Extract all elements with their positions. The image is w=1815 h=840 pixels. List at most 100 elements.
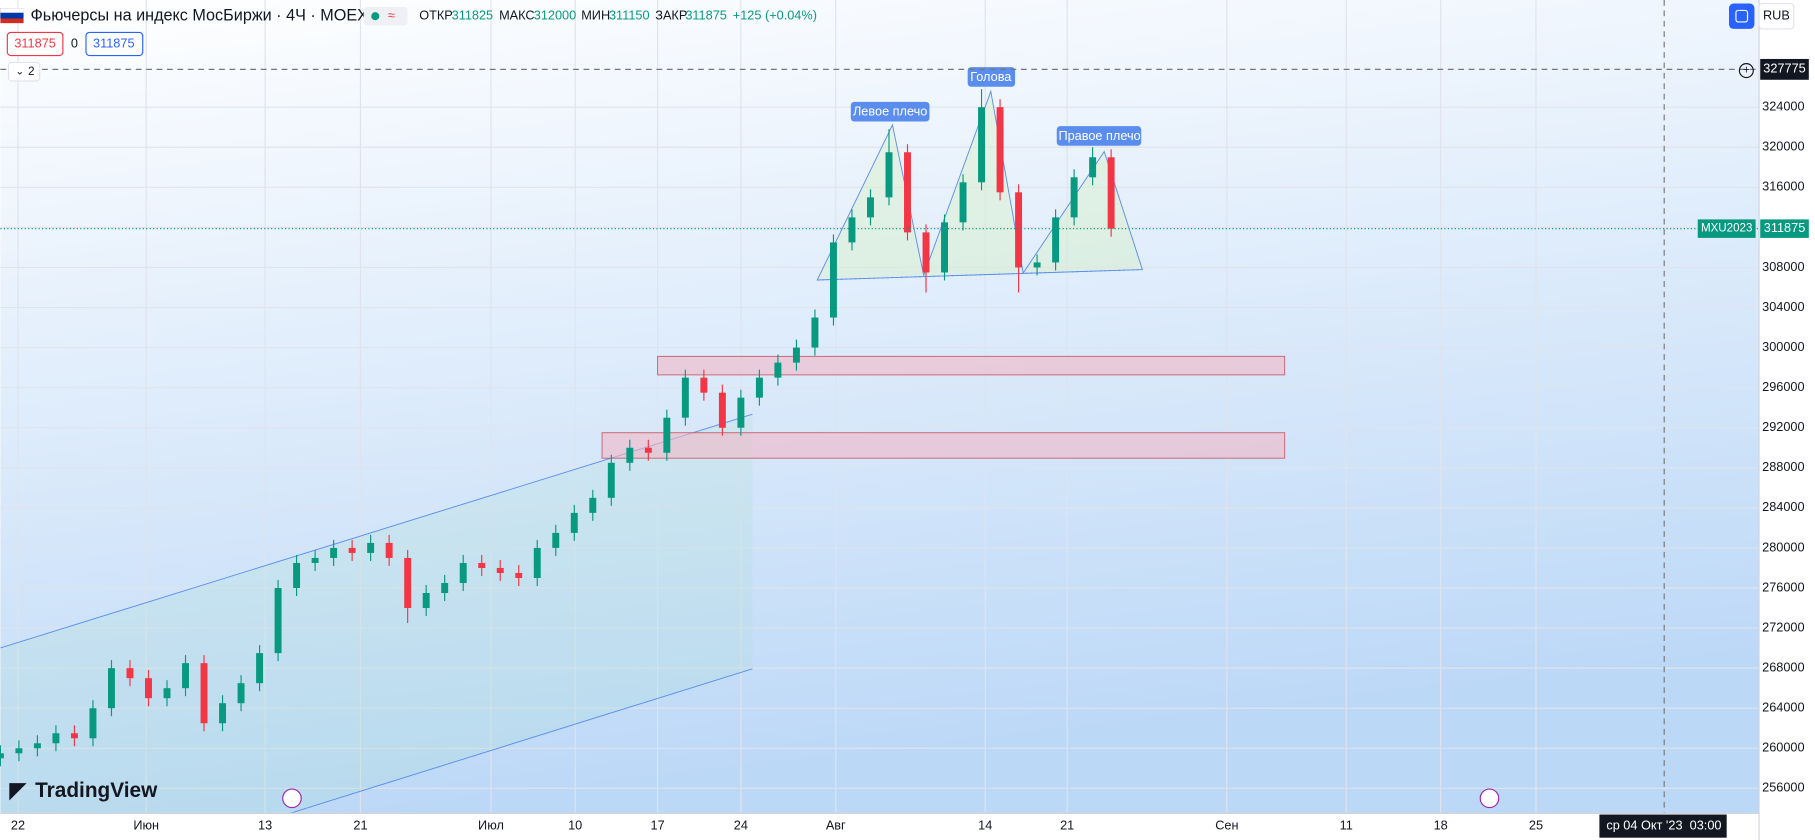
sell-button[interactable] bbox=[6, 31, 64, 57]
pattern bbox=[816, 89, 1144, 281]
x-tick-label: Июн bbox=[133, 817, 159, 832]
currency[interactable]: RUB bbox=[1763, 8, 1790, 23]
candles bbox=[0, 89, 1115, 767]
ohlc-value: 311875 bbox=[685, 8, 727, 23]
x-tick-label: 21 bbox=[353, 817, 367, 832]
cursor-price-bg bbox=[1760, 58, 1809, 80]
x-tick-label: 25 bbox=[1529, 817, 1543, 832]
candle-body bbox=[385, 542, 393, 558]
candle-body bbox=[570, 512, 578, 533]
candle-body bbox=[89, 708, 97, 739]
candle-body bbox=[1033, 262, 1041, 268]
x-tick-label: Авг bbox=[826, 817, 846, 832]
candle-body bbox=[904, 152, 911, 233]
candle-body bbox=[404, 557, 412, 609]
candle-body bbox=[792, 347, 800, 363]
candle-body bbox=[644, 447, 652, 453]
ohlc-label: МИН bbox=[581, 8, 610, 23]
candle-body bbox=[737, 397, 745, 428]
x-tick-label: 14 bbox=[978, 817, 992, 832]
add-button[interactable] bbox=[1738, 63, 1754, 79]
candle-body bbox=[718, 392, 726, 428]
flag bbox=[0, 8, 24, 13]
candle-body bbox=[607, 462, 615, 498]
indicators-count[interactable]: 2 bbox=[28, 66, 34, 78]
label-bg bbox=[967, 67, 1016, 87]
x-tick-label: 13 bbox=[258, 817, 272, 832]
flag bbox=[0, 8, 24, 19]
candle-body bbox=[163, 688, 171, 699]
cursor-date: ср 04 Окт '23 bbox=[1606, 817, 1682, 832]
candle-body bbox=[200, 663, 208, 724]
candle-body bbox=[774, 362, 782, 378]
candle-body bbox=[459, 562, 467, 583]
candle-body bbox=[829, 242, 837, 318]
x-tick-label: 18 bbox=[1434, 817, 1448, 832]
symbol-tag-bg bbox=[1697, 219, 1756, 238]
cursor-price: 327775 bbox=[1763, 61, 1805, 76]
candle-body bbox=[700, 377, 708, 393]
candle-body bbox=[1107, 157, 1115, 229]
candle-body bbox=[0, 753, 4, 759]
channel-fill bbox=[0, 414, 753, 814]
ohlc-value: 311825 bbox=[452, 8, 494, 23]
candle-body bbox=[330, 547, 338, 558]
sync-icon bbox=[1735, 9, 1749, 23]
sync-button[interactable] bbox=[1728, 3, 1755, 29]
buy-button[interactable] bbox=[85, 31, 144, 57]
logo-mark: ◤ bbox=[9, 779, 28, 802]
plot-background bbox=[0, 0, 1760, 814]
candle-body bbox=[941, 222, 948, 273]
y-tick-label: 304000 bbox=[1762, 299, 1804, 314]
x-tick-label: 17 bbox=[651, 817, 665, 832]
event-icon[interactable] bbox=[1479, 788, 1500, 809]
annotation: Голова bbox=[970, 69, 1012, 84]
y-tick-label: 324000 bbox=[1762, 99, 1804, 114]
y-tick-label: 256000 bbox=[1762, 780, 1804, 795]
status-dot bbox=[371, 12, 380, 21]
sell-price[interactable]: 311875 bbox=[14, 35, 56, 50]
change: +125 (+0.04%) bbox=[733, 8, 817, 23]
x-tick-label: 24 bbox=[734, 817, 748, 832]
y-tick-label: 320000 bbox=[1762, 139, 1804, 154]
symbol-tag: MXU2023 bbox=[1701, 223, 1752, 235]
candle-body bbox=[441, 582, 449, 594]
candle-body bbox=[52, 733, 60, 744]
buy-price[interactable]: 311875 bbox=[93, 35, 135, 50]
drawings bbox=[0, 0, 1665, 814]
currency-button[interactable] bbox=[1758, 2, 1795, 30]
y-tick-label: 268000 bbox=[1762, 659, 1804, 674]
ohlc-value: 311150 bbox=[609, 8, 650, 23]
candle-body bbox=[422, 593, 430, 609]
neckline bbox=[817, 269, 1143, 281]
time-axis bbox=[0, 813, 1760, 840]
candle-body bbox=[293, 562, 301, 589]
y-tick-label: 276000 bbox=[1762, 579, 1804, 594]
x-tick-label: Сен bbox=[1215, 817, 1238, 832]
candle-body bbox=[663, 417, 671, 453]
event-icon[interactable] bbox=[282, 788, 302, 809]
indicators-toggle[interactable] bbox=[7, 61, 41, 82]
y-tick-label: 260000 bbox=[1762, 740, 1804, 755]
x-tick-label: 22 bbox=[11, 817, 25, 832]
x-tick-label: 10 bbox=[568, 817, 582, 832]
candle-body bbox=[626, 447, 634, 463]
y-tick-label: 264000 bbox=[1762, 700, 1804, 715]
candle-body bbox=[33, 743, 41, 749]
candle-body bbox=[126, 668, 134, 679]
candle-body bbox=[70, 733, 78, 739]
cursor-date-bg bbox=[1599, 814, 1727, 838]
last-price: 311875 bbox=[1764, 220, 1806, 235]
candle-body bbox=[496, 567, 504, 573]
status-icon: ≈ bbox=[388, 8, 395, 23]
candle-body bbox=[589, 497, 597, 513]
x-tick-label: 21 bbox=[1060, 817, 1074, 832]
axes: 256000 260000 264000 268000 272000 276000 2800… bbox=[0, 58, 1809, 832]
y-tick-label: 272000 bbox=[1762, 619, 1804, 634]
candle-body bbox=[533, 547, 541, 578]
candle-body bbox=[182, 663, 189, 689]
last-price-bg bbox=[1760, 219, 1809, 238]
candle-body bbox=[237, 683, 245, 704]
candle-body bbox=[811, 317, 819, 348]
